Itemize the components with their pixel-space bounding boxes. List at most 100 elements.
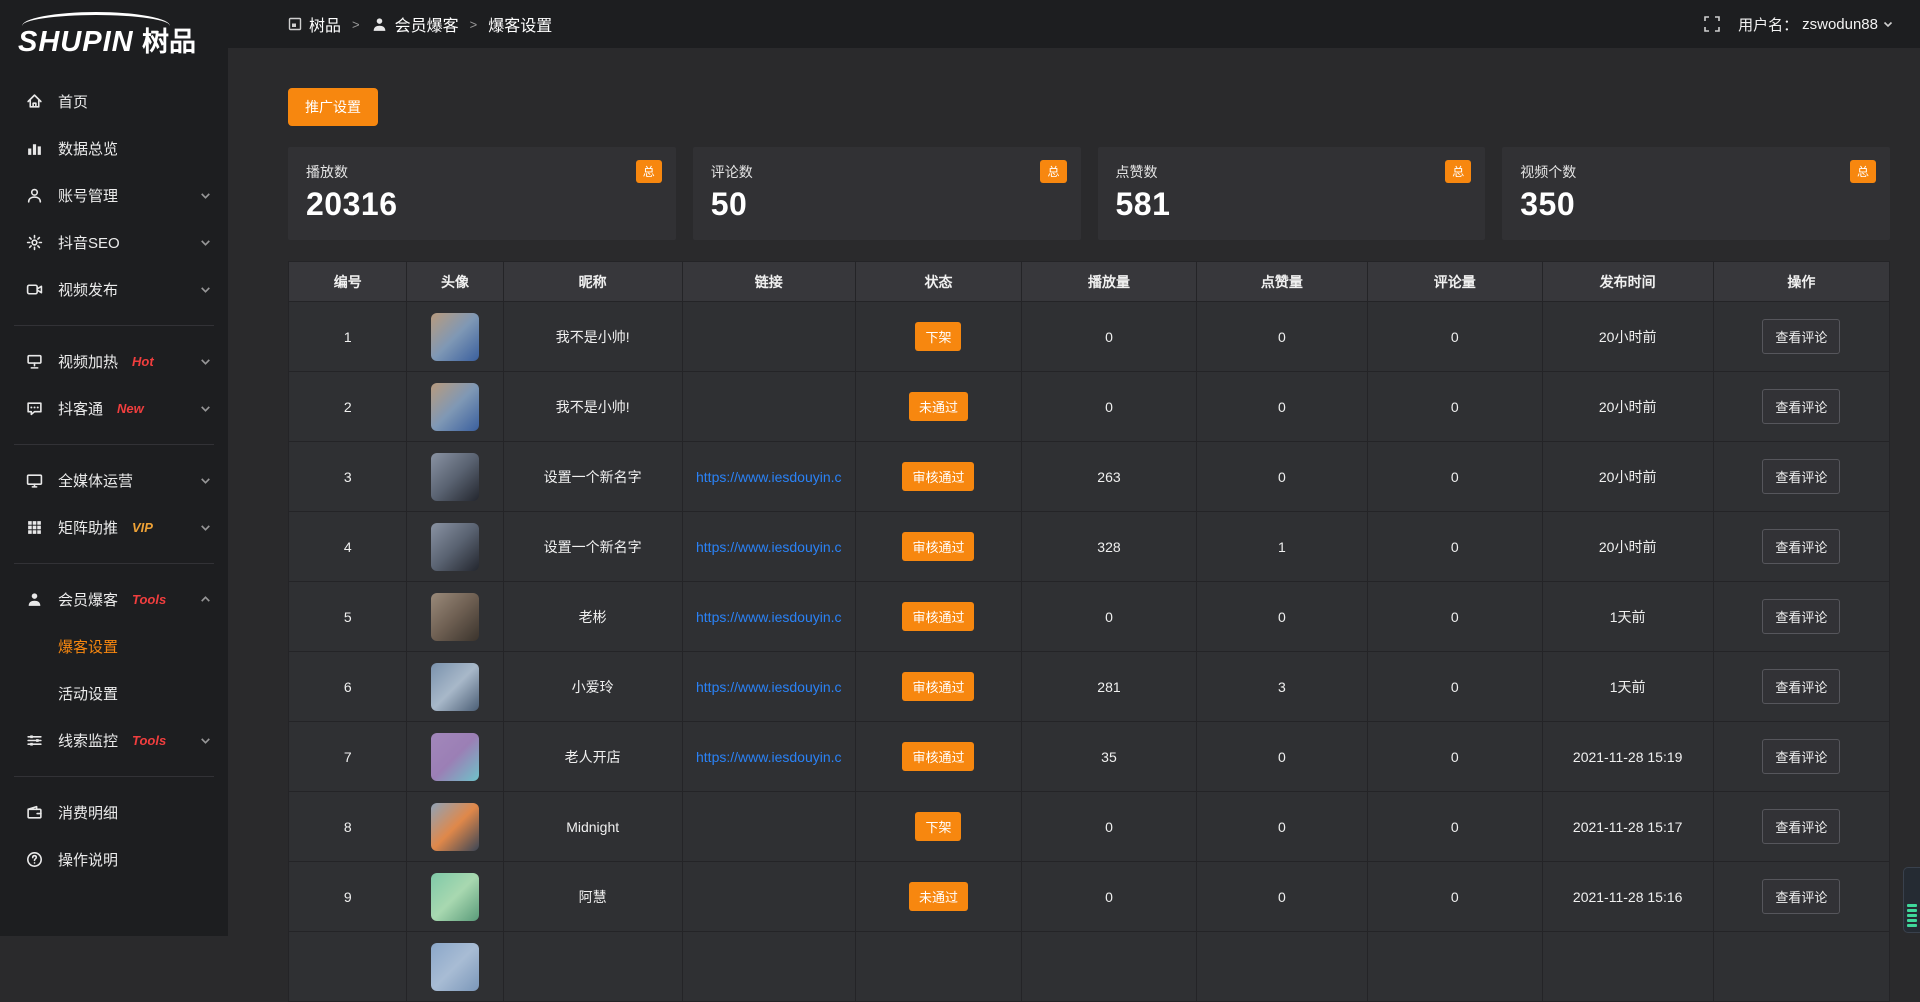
video-link[interactable]: https://www.iesdouyin.c: [683, 609, 855, 625]
column-header: 昵称: [503, 262, 682, 302]
cell-publish-time: 2021-11-28 15:17: [1542, 792, 1713, 862]
cell-nickname: 老彬: [503, 582, 682, 652]
avatar: [431, 523, 479, 571]
status-badge[interactable]: 未通过: [909, 392, 968, 421]
fullscreen-icon[interactable]: [1704, 16, 1720, 32]
cell-comments: 0: [1368, 792, 1543, 862]
view-comments-button[interactable]: 查看评论: [1762, 599, 1840, 634]
chevron-down-icon: [199, 474, 212, 487]
sidebar-item-账号管理[interactable]: 账号管理: [0, 172, 228, 219]
cell-link: https://www.iesdouyin.c: [682, 442, 855, 512]
status-badge[interactable]: 审核通过: [902, 602, 974, 631]
status-badge[interactable]: 审核通过: [902, 462, 974, 491]
floating-widget[interactable]: [1903, 867, 1920, 933]
cell-comments: 0: [1368, 302, 1543, 372]
sidebar-item-首页[interactable]: 首页: [0, 78, 228, 125]
cell-number: 1: [289, 302, 407, 372]
breadcrumb-separator: >: [352, 17, 360, 32]
avatar: [431, 803, 479, 851]
cell-likes: 1: [1196, 512, 1367, 582]
cell-plays: 0: [1022, 582, 1197, 652]
cell-plays: 0: [1022, 372, 1197, 442]
cell-action: 查看评论: [1713, 512, 1889, 582]
sidebar-item-label: 爆客设置: [58, 636, 118, 657]
cell-comments: 0: [1368, 512, 1543, 582]
cell-likes: [1196, 932, 1367, 1002]
view-comments-button[interactable]: 查看评论: [1762, 669, 1840, 704]
sidebar-item-操作说明[interactable]: 操作说明: [0, 836, 228, 883]
cell-status: 审核通过: [855, 442, 1022, 512]
chevron-up-icon: [199, 593, 212, 606]
cell-number: 3: [289, 442, 407, 512]
cell-avatar: [407, 862, 503, 932]
sidebar-item-消费明细[interactable]: 消费明细: [0, 789, 228, 836]
status-badge[interactable]: 下架: [915, 812, 961, 841]
breadcrumb-label: 会员爆客: [395, 12, 459, 36]
cell-avatar: [407, 302, 503, 372]
cell-status: 未通过: [855, 862, 1022, 932]
view-comments-button[interactable]: 查看评论: [1762, 809, 1840, 844]
status-badge[interactable]: 审核通过: [902, 742, 974, 771]
video-link[interactable]: https://www.iesdouyin.c: [683, 539, 855, 555]
breadcrumb-item[interactable]: 会员爆客: [371, 12, 459, 36]
video-link[interactable]: https://www.iesdouyin.c: [683, 679, 855, 695]
view-comments-button[interactable]: 查看评论: [1762, 739, 1840, 774]
user-menu[interactable]: 用户名：zswodun88: [1738, 14, 1894, 35]
view-comments-button[interactable]: 查看评论: [1762, 459, 1840, 494]
cell-likes: 0: [1196, 722, 1367, 792]
username-label: 用户名：: [1738, 14, 1798, 35]
sidebar-item-活动设置[interactable]: 活动设置: [0, 670, 228, 717]
view-comments-button[interactable]: 查看评论: [1762, 319, 1840, 354]
sidebar-item-label: 抖音SEO: [58, 232, 120, 253]
video-link[interactable]: https://www.iesdouyin.c: [683, 469, 855, 485]
video-link[interactable]: https://www.iesdouyin.c: [683, 749, 855, 765]
status-badge[interactable]: 审核通过: [902, 532, 974, 561]
sidebar-item-数据总览[interactable]: 数据总览: [0, 125, 228, 172]
sidebar-item-label: 数据总览: [58, 138, 118, 159]
column-header: 操作: [1713, 262, 1889, 302]
sidebar-divider: [14, 325, 214, 326]
help-icon: [24, 851, 44, 868]
cell-publish-time: 2021-11-28 15:16: [1542, 862, 1713, 932]
cell-comments: 0: [1368, 442, 1543, 512]
sidebar-item-label: 全媒体运营: [58, 470, 133, 491]
view-comments-button[interactable]: 查看评论: [1762, 879, 1840, 914]
sidebar-item-badge: Hot: [132, 354, 154, 369]
cell-comments: 0: [1368, 722, 1543, 792]
cell-link: [682, 372, 855, 442]
cell-publish-time: 1天前: [1542, 652, 1713, 722]
view-comments-button[interactable]: 查看评论: [1762, 529, 1840, 564]
view-comments-button[interactable]: 查看评论: [1762, 389, 1840, 424]
breadcrumb-item[interactable]: 爆客设置: [488, 12, 552, 36]
cell-number: 6: [289, 652, 407, 722]
avatar: [431, 313, 479, 361]
status-badge[interactable]: 审核通过: [902, 672, 974, 701]
sidebar-item-全媒体运营[interactable]: 全媒体运营: [0, 457, 228, 504]
avatar: [431, 453, 479, 501]
breadcrumb-item[interactable]: 树品: [288, 12, 341, 36]
cell-publish-time: 20小时前: [1542, 512, 1713, 582]
member-icon: [371, 16, 388, 33]
cell-likes: 0: [1196, 372, 1367, 442]
sidebar-item-爆客设置[interactable]: 爆客设置: [0, 623, 228, 670]
promo-settings-button[interactable]: 推广设置: [288, 88, 378, 126]
sidebar-item-视频发布[interactable]: 视频发布: [0, 266, 228, 313]
status-badge[interactable]: 下架: [915, 322, 961, 351]
app-logo[interactable]: SHUPIN 树品: [0, 6, 228, 68]
status-badge[interactable]: 未通过: [909, 882, 968, 911]
sliders-icon: [24, 732, 44, 749]
sidebar-item-抖音SEO[interactable]: 抖音SEO: [0, 219, 228, 266]
